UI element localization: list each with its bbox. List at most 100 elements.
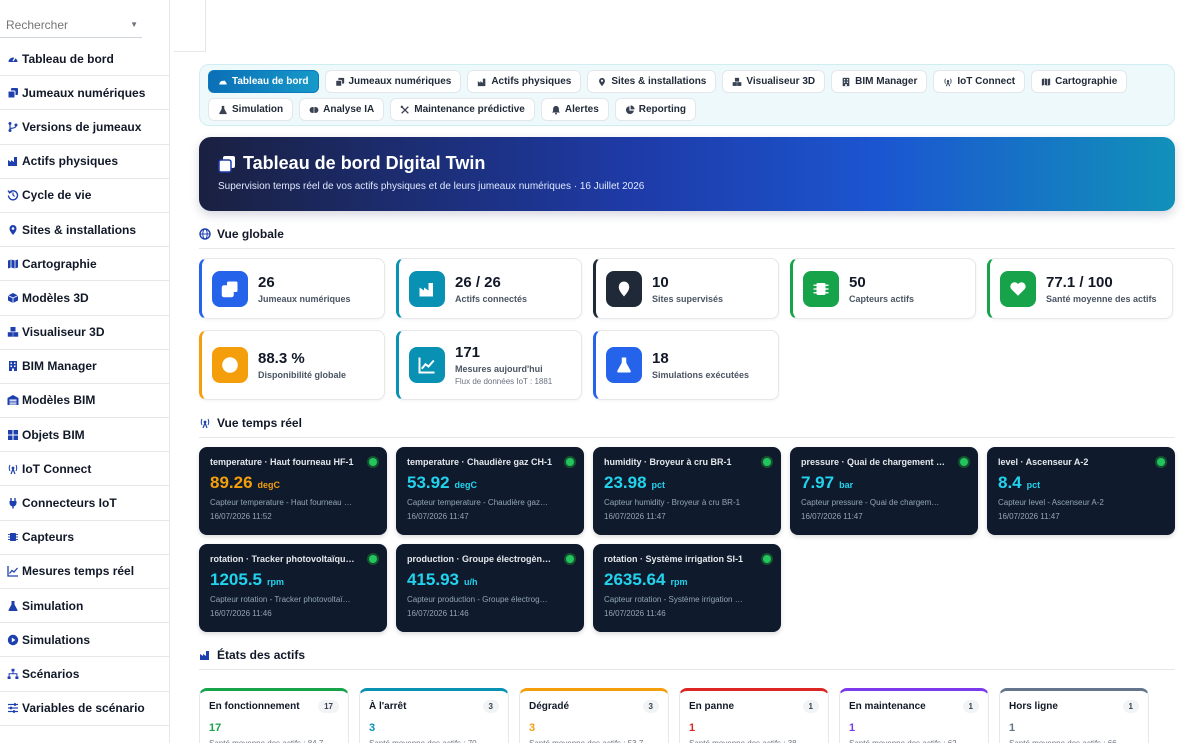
realtime-unit: degC (257, 480, 281, 490)
sidebar-item-versions-de-jumeaux[interactable]: Versions de jumeaux (0, 110, 169, 145)
tab-cartographie[interactable]: Cartographie (1031, 70, 1128, 93)
branch-icon (6, 120, 19, 133)
sidebar-item-iot-connect[interactable]: IoT Connect (0, 452, 169, 487)
sidebar-item-tableau-de-bord[interactable]: Tableau de bord (0, 42, 169, 77)
sidebar-item-simulation[interactable]: Simulation (0, 589, 169, 624)
asset-state-card[interactable]: En panne 1 1 Santé moyenne des actifs : 38 (679, 688, 829, 743)
realtime-value-row: 1205.5 rpm (210, 570, 376, 590)
realtime-card[interactable]: level · Ascenseur A-2 8.4 pct Capteur level… (987, 447, 1175, 535)
bell-icon (551, 105, 561, 115)
sidebar-menu: Tableau de bord Jumeaux numériques Version… (0, 42, 169, 726)
tab-tableau-de-bord[interactable]: Tableau de bord (208, 70, 319, 93)
microchip-icon (803, 270, 839, 307)
sidebar-item-actifs-physiques[interactable]: Actifs physiques (0, 145, 169, 179)
realtime-value: 2635.64 (604, 570, 666, 589)
status-dot-icon (1157, 458, 1165, 466)
status-dot-icon (566, 458, 574, 466)
tab-alertes[interactable]: Alertes (540, 98, 609, 121)
tab-label: Jumeaux numériques (348, 76, 452, 87)
sidebar-item-visualiseur-3d[interactable]: Visualiseur 3D (0, 316, 169, 350)
sidebar-item-label: Tableau de bord (22, 51, 114, 66)
sidebar-item-jumeaux-num-riques[interactable]: Jumeaux numériques (0, 76, 169, 111)
heart-pulse-icon (1000, 270, 1036, 307)
sidebar-item-mesures-temps-r-el[interactable]: Mesures temps réel (0, 555, 169, 589)
tab-actifs-physiques[interactable]: Actifs physiques (467, 70, 582, 93)
clone-icon (6, 86, 19, 99)
asset-state-card[interactable]: Dégradé 3 3 Santé moyenne des actifs : 53.7 (519, 688, 669, 743)
tab-visualiseur-3d[interactable]: Visualiseur 3D (722, 70, 826, 93)
realtime-value-row: 89.26 degC (210, 473, 376, 493)
tab-simulation[interactable]: Simulation (208, 98, 294, 121)
asset-state-header: Dégradé 3 (529, 700, 659, 713)
pie-icon (625, 104, 635, 115)
sidebar-item-mod-les-bim[interactable]: Modèles BIM (0, 384, 169, 419)
realtime-value-row: 415.93 u/h (407, 570, 573, 590)
asset-state-card[interactable]: Hors ligne 1 1 Santé moyenne des actifs : 6… (999, 688, 1149, 743)
realtime-value: 89.26 (210, 473, 253, 492)
asset-state-card[interactable]: En maintenance 1 1 Santé moyenne des actifs… (839, 688, 989, 743)
kpi-value: 171 (455, 344, 481, 361)
asset-state-count: 3 (369, 722, 376, 734)
realtime-value: 1205.5 (210, 570, 262, 589)
tab-maintenance-pr-dictive[interactable]: Maintenance prédictive (390, 98, 535, 121)
chevron-down-icon[interactable]: ▼ (130, 20, 138, 29)
kpi-card: 77.1 / 100 Santé moyenne des actifs (987, 258, 1173, 319)
plug-icon (6, 497, 19, 510)
asset-state-card[interactable]: En fonctionnement 17 17 Santé moyenne des a… (199, 688, 349, 743)
kpi-card: 88.3 % Disponibilité globale (199, 330, 385, 400)
realtime-card[interactable]: pressure · Quai de chargement Q-1 7.97 bar… (790, 447, 978, 535)
realtime-card[interactable]: rotation · Tracker photovoltaïque T-1 120… (199, 544, 387, 632)
tab-label: Maintenance prédictive (414, 104, 525, 115)
realtime-card[interactable]: production · Groupe électrogène GE-1 415.… (396, 544, 584, 632)
tab-reporting[interactable]: Reporting (614, 98, 696, 121)
sidebar-item-sites-installations[interactable]: Sites & installations (0, 213, 169, 248)
realtime-card[interactable]: humidity · Broyeur à cru BR-1 23.98 pct Cap… (593, 447, 781, 535)
sidebar-item-cycle-de-vie[interactable]: Cycle de vie (0, 179, 169, 213)
tab-bim-manager[interactable]: BIM Manager (831, 70, 928, 93)
asset-state-header: Hors ligne 1 (1009, 700, 1139, 713)
cubes-icon (6, 326, 19, 339)
sidebar-search[interactable]: ▼ (0, 0, 142, 38)
kpi-label: Disponibilité globale (258, 370, 347, 380)
asset-state-name: À l'arrêt (369, 701, 407, 712)
tab-iot-connect[interactable]: IoT Connect (933, 70, 1026, 93)
industry-icon (6, 155, 19, 168)
clone-icon (218, 155, 236, 173)
sidebar-item-sc-narios[interactable]: Scénarios (0, 657, 169, 692)
kpi-grid: 26 Jumeaux numériques 26 / 26 Actifs connec… (199, 258, 1175, 400)
kpi-text: 26 / 26 Actifs connectés (455, 274, 527, 304)
sidebar-item-bim-manager[interactable]: BIM Manager (0, 350, 169, 384)
sidebar-item-label: Jumeaux numériques (22, 85, 146, 100)
asset-state-card[interactable]: À l'arrêt 3 3 Santé moyenne des actifs : 70 (359, 688, 509, 743)
sidebar-item-cartographie[interactable]: Cartographie (0, 247, 169, 282)
asset-state-header: En panne 1 (689, 700, 819, 713)
sidebar-item-mod-les-3d[interactable]: Modèles 3D (0, 281, 169, 316)
realtime-unit: u/h (464, 577, 478, 587)
history-icon (6, 189, 19, 202)
search-input[interactable] (6, 18, 116, 32)
kpi-label: Actifs connectés (455, 293, 528, 304)
kpi-label: Jumeaux numériques (258, 293, 351, 304)
sidebar-item-connecteurs-iot[interactable]: Connecteurs IoT (0, 486, 169, 521)
realtime-unit: pct (651, 480, 666, 490)
kpi-value: 88.3 % (258, 350, 305, 367)
sidebar-item-objets-bim[interactable]: Objets BIM (0, 418, 169, 453)
sidebar-item-label: Connecteurs IoT (22, 496, 117, 511)
realtime-card[interactable]: temperature · Chaudière gaz CH-1 53.92 deg… (396, 447, 584, 535)
sidebar-item-label: Simulation (22, 598, 84, 613)
industry-icon (409, 270, 445, 307)
sidebar-item-variables-de-sc-nario[interactable]: Variables de scénario (0, 692, 169, 726)
tab-sites-installations[interactable]: Sites & installations (587, 70, 717, 93)
tab-analyse-ia[interactable]: Analyse IA (299, 98, 385, 121)
asset-state-health: Santé moyenne des actifs : 38 (689, 739, 819, 743)
realtime-card[interactable]: rotation · Système irrigation SI-1 2635.6… (593, 544, 781, 632)
realtime-card-title: level · Ascenseur A-2 (998, 457, 1089, 467)
realtime-value: 23.98 (604, 473, 647, 492)
sidebar-item-capteurs[interactable]: Capteurs (0, 521, 169, 555)
realtime-card[interactable]: temperature · Haut fourneau HF-1 89.26 deg… (199, 447, 387, 535)
sidebar-item-simulations[interactable]: Simulations (0, 623, 169, 658)
tab-jumeaux-num-riques[interactable]: Jumeaux numériques (324, 70, 462, 93)
realtime-description: Capteur temperature - Chaudière gaz CH-1 (407, 498, 549, 507)
check-circle-icon (212, 347, 248, 383)
asset-states-grid: En fonctionnement 17 17 Santé moyenne des a… (199, 688, 1175, 743)
